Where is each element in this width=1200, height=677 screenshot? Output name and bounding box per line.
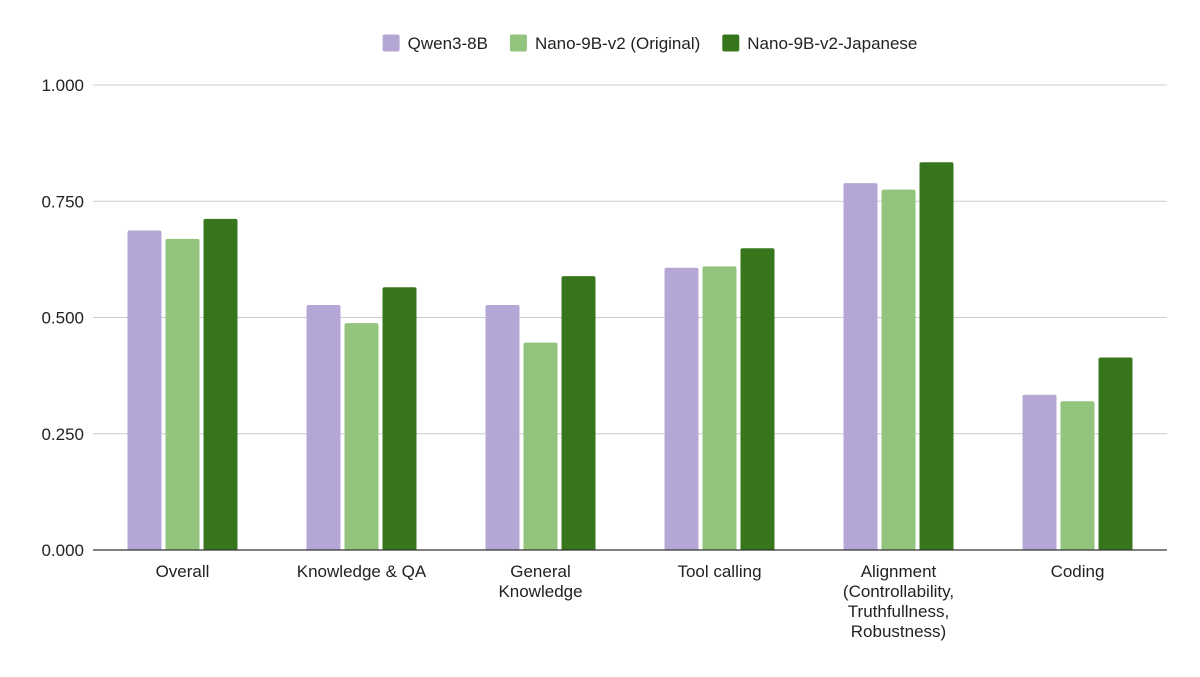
legend-swatch	[382, 34, 400, 52]
bar-nano-9b-v2-japanese-3	[740, 248, 775, 550]
legend-item-nano-9b-v2-japanese: Nano-9B-v2-Japanese	[722, 34, 917, 53]
bar-nano-9b-v2-original-4	[881, 189, 916, 550]
legend-label: Qwen3-8B	[408, 34, 488, 53]
legend-item-nano-9b-v2-original: Nano-9B-v2 (Original)	[509, 34, 700, 53]
bar-nano-9b-v2-japanese-1	[382, 287, 417, 550]
y-tick-label: 0.500	[41, 309, 84, 328]
x-category-label: Coding	[1051, 562, 1105, 581]
bar-nano-9b-v2-japanese-2	[561, 276, 596, 550]
legend-swatch	[722, 34, 740, 52]
bar-nano-9b-v2-original-2	[523, 342, 558, 550]
legend-label: Nano-9B-v2 (Original)	[535, 34, 700, 53]
x-category-label: Alignment (Controllability, Truthfullness,…	[843, 562, 954, 641]
bar-nano-9b-v2-japanese-5	[1098, 357, 1133, 550]
legend-swatch	[509, 34, 527, 52]
y-tick-label: 1.000	[41, 76, 84, 95]
bar-qwen3-8b-1	[306, 304, 341, 550]
bar-qwen3-8b-2	[485, 304, 520, 550]
x-category-label: Knowledge & QA	[297, 562, 427, 581]
y-axis-tick-labels: 0.000 0.250 0.500 0.750 1.000	[41, 76, 84, 560]
x-axis-category-labels: Overall Knowledge & QA General Knowledge Too…	[156, 562, 1105, 641]
bar-qwen3-8b-0	[127, 230, 162, 551]
bar-nano-9b-v2-original-5	[1060, 401, 1095, 550]
y-tick-label: 0.750	[41, 192, 84, 211]
y-tick-label: 0.250	[41, 425, 84, 444]
y-tick-label: 0.000	[41, 541, 84, 560]
bar-nano-9b-v2-original-1	[344, 323, 379, 550]
bars	[127, 162, 1133, 551]
legend: Qwen3-8B Nano-9B-v2 (Original) Nano-9B-v2-…	[382, 34, 917, 53]
legend-label: Nano-9B-v2-Japanese	[747, 34, 917, 53]
x-category-label: Overall	[156, 562, 210, 581]
x-category-label: General Knowledge	[498, 562, 582, 601]
bar-nano-9b-v2-original-3	[702, 266, 737, 550]
bar-qwen3-8b-3	[664, 267, 699, 550]
bar-qwen3-8b-5	[1022, 394, 1057, 550]
legend-item-qwen3-8b: Qwen3-8B	[382, 34, 488, 53]
gridlines	[93, 84, 1167, 435]
bar-qwen3-8b-4	[843, 183, 878, 551]
x-category-label: Tool calling	[677, 562, 761, 581]
bar-nano-9b-v2-japanese-4	[919, 162, 954, 550]
bar-nano-9b-v2-original-0	[165, 238, 200, 551]
bar-nano-9b-v2-japanese-0	[203, 218, 238, 551]
